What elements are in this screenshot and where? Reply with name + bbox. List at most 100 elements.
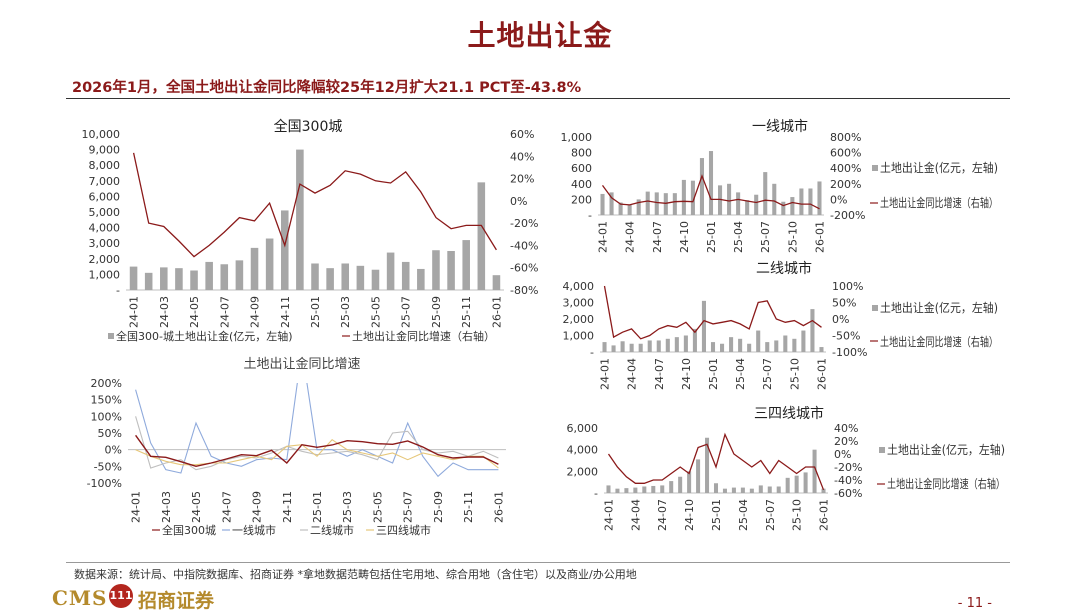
chart-growth: 200% 150% 100% 50% 0% -50% -100% 24-01 24-03 24-0… bbox=[87, 377, 506, 523]
bar-24-03 bbox=[620, 341, 625, 352]
bar-25-07 bbox=[767, 486, 772, 493]
y-tick: -100% bbox=[87, 477, 122, 490]
bar-25-09 bbox=[783, 335, 788, 352]
x-tick-label: 25-07 bbox=[400, 296, 413, 328]
y-right-tick: 20% bbox=[834, 435, 858, 448]
series-line-3 bbox=[135, 438, 499, 469]
bar-24-05 bbox=[638, 343, 643, 352]
bar-25-12 bbox=[808, 188, 813, 215]
y-right-tick: 200% bbox=[830, 178, 861, 191]
bar-25-11 bbox=[803, 472, 808, 493]
bar-25-10 bbox=[794, 475, 799, 493]
series-line-0 bbox=[135, 434, 499, 468]
bar-24-08 bbox=[665, 338, 670, 352]
y-right-tick: -200% bbox=[830, 209, 865, 222]
x-tick-label: 24-07 bbox=[656, 499, 669, 531]
x-tick-label: 25-01 bbox=[707, 358, 720, 390]
bar-24-02 bbox=[611, 345, 616, 352]
bar-24-06 bbox=[651, 485, 656, 493]
y-right-tick: 0% bbox=[830, 193, 847, 206]
bar-25-01 bbox=[713, 483, 719, 493]
bar-25-05 bbox=[371, 269, 380, 290]
chart-title-tier34: 三四线城市 bbox=[754, 405, 824, 422]
bar-24-11 bbox=[280, 210, 289, 290]
x-tick-label: 24-10 bbox=[678, 221, 691, 253]
bar-24-07 bbox=[656, 340, 661, 352]
x-tick-label: 24-07 bbox=[218, 296, 231, 328]
y-left-tick: 8,000 bbox=[89, 159, 121, 172]
bar-25-05 bbox=[745, 200, 750, 215]
y-tick: 0% bbox=[105, 444, 122, 457]
x-tick-label: 24-04 bbox=[624, 221, 637, 253]
chart-title-tier1: 一线城市 bbox=[752, 118, 808, 135]
bar-26-01 bbox=[492, 275, 501, 290]
bar-25-03 bbox=[731, 487, 736, 493]
y-right-tick: 800% bbox=[830, 131, 861, 144]
bar-25-04 bbox=[356, 265, 365, 290]
x-tick-label: 25-10 bbox=[788, 358, 801, 390]
bar-25-04 bbox=[736, 192, 741, 215]
x-tick-label: 24-03 bbox=[160, 491, 173, 523]
bar-24-01 bbox=[602, 342, 607, 352]
x-tick-label: 24-07 bbox=[651, 221, 664, 253]
x-tick-label: 25-01 bbox=[311, 491, 324, 523]
series-line-1 bbox=[135, 383, 499, 478]
y-tick: 100% bbox=[91, 410, 122, 423]
data-source-note: 数据来源：统计局、中指院数据库、招商证券 *拿地数据范畴包括住宅用地、综合用地（… bbox=[74, 568, 637, 581]
x-tick-label: 26-01 bbox=[813, 221, 826, 253]
growth-line bbox=[132, 152, 497, 258]
y-right-tick: 100% bbox=[832, 280, 863, 293]
bar-24-09 bbox=[250, 247, 259, 290]
bar-25-12 bbox=[477, 182, 486, 290]
y-left-tick: 800 bbox=[571, 147, 592, 160]
legend-s1: 一线城市 bbox=[232, 523, 276, 537]
page-title: 土地出让金 bbox=[467, 19, 613, 52]
bar-24-01 bbox=[600, 193, 605, 215]
x-tick-label: 25-07 bbox=[761, 358, 774, 390]
bar-24-11 bbox=[690, 180, 695, 215]
x-tick-label: 24-03 bbox=[158, 296, 171, 328]
bar-24-01 bbox=[606, 485, 611, 493]
bar-26-01 bbox=[821, 488, 826, 493]
y-right-tick: -40% bbox=[834, 474, 862, 487]
x-tick-label: 25-05 bbox=[369, 296, 382, 328]
bar-24-10 bbox=[265, 238, 274, 290]
x-tick-label: 25-04 bbox=[732, 221, 745, 253]
bar-24-02 bbox=[144, 272, 153, 290]
bar-24-08 bbox=[669, 481, 674, 493]
series-line-2 bbox=[135, 416, 499, 471]
legend-bar-tier1: 土地出让金(亿元，左轴) bbox=[880, 160, 998, 175]
y-left-tick: 4,000 bbox=[89, 222, 121, 235]
legend-growth: 全国300城 一线城市 二线城市 三四线城市 bbox=[152, 523, 431, 537]
x-tick-label: 26-01 bbox=[818, 499, 831, 531]
bar-25-03 bbox=[727, 183, 732, 215]
bar-24-07 bbox=[660, 485, 665, 493]
bar-24-01 bbox=[129, 266, 138, 290]
x-tick-label: 25-01 bbox=[710, 499, 723, 531]
bar-25-07 bbox=[765, 342, 770, 352]
bar-24-10 bbox=[687, 471, 692, 493]
x-tick-label: 25-01 bbox=[309, 296, 322, 328]
x-tick-label: 25-10 bbox=[791, 499, 804, 531]
y-right-tick: 400% bbox=[830, 162, 861, 175]
chart-tier34: 6,0004,0002,000-40%20%0%-20%-40%-60%24-0… bbox=[567, 422, 863, 531]
bar-24-12 bbox=[705, 437, 710, 493]
x-tick-label: 25-11 bbox=[462, 491, 475, 523]
x-tick-label: 25-05 bbox=[371, 491, 384, 523]
bar-25-04 bbox=[740, 487, 745, 493]
bar-24-10 bbox=[681, 179, 686, 215]
bar-25-05 bbox=[749, 488, 754, 493]
bar-25-10 bbox=[792, 338, 797, 352]
bar-24-09 bbox=[678, 476, 683, 493]
x-tick-label: 24-01 bbox=[128, 296, 141, 328]
y-right-tick: -20% bbox=[510, 217, 538, 230]
bar-24-02 bbox=[615, 488, 620, 493]
y-left-tick: 3,000 bbox=[563, 297, 595, 310]
bar-24-06 bbox=[647, 340, 652, 352]
y-right-tick: 0% bbox=[510, 195, 527, 208]
growth-line bbox=[607, 432, 825, 491]
legend-bar-national: 全国300-城土地出让金(亿元，左轴) bbox=[116, 329, 293, 343]
bar-25-02 bbox=[718, 185, 723, 215]
footer-divider bbox=[66, 562, 1010, 563]
